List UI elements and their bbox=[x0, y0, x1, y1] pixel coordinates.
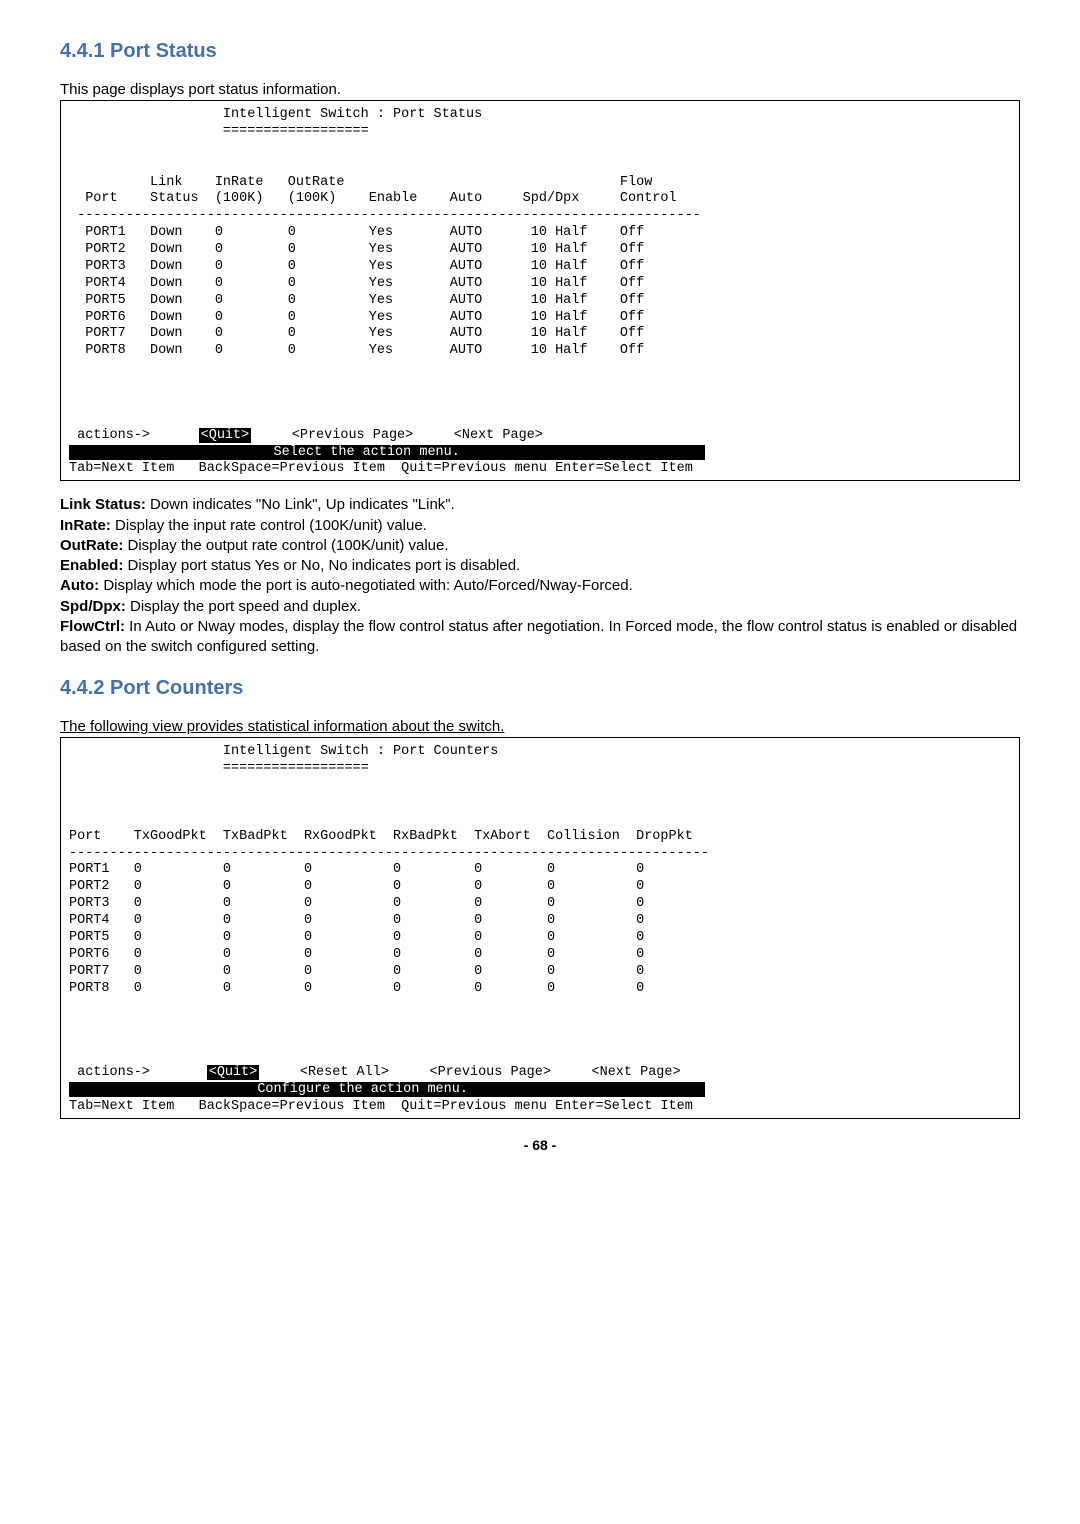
term-row: PORT5 Down 0 0 Yes AUTO 10 Half Off bbox=[69, 293, 644, 308]
desc-text: Display the input rate control (100K/uni… bbox=[111, 517, 427, 534]
term-footer: Tab=Next Item BackSpace=Previous Item Qu… bbox=[69, 461, 693, 476]
term-hline: ----------------------------------------… bbox=[69, 208, 701, 223]
term-header2: Port Status (100K) (100K) Enable Auto Sp… bbox=[69, 191, 677, 206]
term-row: PORT8 Down 0 0 Yes AUTO 10 Half Off bbox=[69, 343, 644, 358]
term-row: PORT4 Down 0 0 Yes AUTO 10 Half Off bbox=[69, 276, 644, 291]
term-footer: Tab=Next Item BackSpace=Previous Item Qu… bbox=[69, 1099, 693, 1114]
action-bar: Select the action menu. bbox=[69, 445, 705, 460]
page-number: - 68 - bbox=[60, 1137, 1020, 1153]
term-row: PORT7 Down 0 0 Yes AUTO 10 Half Off bbox=[69, 326, 644, 341]
desc-label: Spd/Dpx: bbox=[60, 598, 126, 615]
term-row: PORT6 0 0 0 0 0 0 0 bbox=[69, 947, 644, 962]
term-row: PORT3 Down 0 0 Yes AUTO 10 Half Off bbox=[69, 259, 644, 274]
section-heading: 4.4.2 Port Counters bbox=[60, 677, 1020, 700]
desc-text: Display which mode the port is auto-nego… bbox=[99, 577, 633, 594]
term-row: PORT6 Down 0 0 Yes AUTO 10 Half Off bbox=[69, 310, 644, 325]
desc-label: FlowCtrl: bbox=[60, 618, 125, 635]
term-row: PORT5 0 0 0 0 0 0 0 bbox=[69, 930, 644, 945]
actions-suffix: <Previous Page> <Next Page> bbox=[251, 428, 543, 443]
term-title-rule: ================== bbox=[69, 124, 369, 139]
term-title-rule: ================== bbox=[69, 761, 369, 776]
term-row: PORT2 Down 0 0 Yes AUTO 10 Half Off bbox=[69, 242, 644, 257]
term-row: PORT4 0 0 0 0 0 0 0 bbox=[69, 913, 644, 928]
term-row: PORT1 Down 0 0 Yes AUTO 10 Half Off bbox=[69, 225, 644, 240]
term-row: PORT2 0 0 0 0 0 0 0 bbox=[69, 879, 644, 894]
desc-label: InRate: bbox=[60, 517, 111, 534]
term-row: PORT1 0 0 0 0 0 0 0 bbox=[69, 862, 644, 877]
section-intro: This page displays port status informati… bbox=[60, 81, 1020, 98]
desc-text: Display the port speed and duplex. bbox=[126, 598, 361, 615]
port-status-terminal: Intelligent Switch : Port Status =======… bbox=[60, 100, 1020, 481]
section-intro: The following view provides statistical … bbox=[60, 718, 1020, 735]
term-row: PORT7 0 0 0 0 0 0 0 bbox=[69, 964, 644, 979]
term-row: PORT3 0 0 0 0 0 0 0 bbox=[69, 896, 644, 911]
desc-text: Down indicates "No Link", Up indicates "… bbox=[146, 496, 455, 513]
desc-text: Display port status Yes or No, No indica… bbox=[123, 557, 520, 574]
port-status-descriptions: Link Status: Down indicates "No Link", U… bbox=[60, 495, 1020, 657]
port-counters-terminal: Intelligent Switch : Port Counters =====… bbox=[60, 737, 1020, 1118]
quit-action[interactable]: <Quit> bbox=[207, 1065, 260, 1080]
desc-label: Link Status: bbox=[60, 496, 146, 513]
desc-label: Enabled: bbox=[60, 557, 123, 574]
term-header1: Link InRate OutRate Flow bbox=[69, 175, 652, 190]
quit-action[interactable]: <Quit> bbox=[199, 428, 252, 443]
actions-suffix: <Reset All> <Previous Page> <Next Page> bbox=[259, 1065, 680, 1080]
section-heading: 4.4.1 Port Status bbox=[60, 40, 1020, 63]
desc-text: Display the output rate control (100K/un… bbox=[123, 537, 448, 554]
desc-label: OutRate: bbox=[60, 537, 123, 554]
term-title: Intelligent Switch : Port Status bbox=[69, 107, 482, 122]
term-hline: ----------------------------------------… bbox=[69, 846, 709, 861]
actions-prefix: actions-> bbox=[69, 428, 199, 443]
desc-text: In Auto or Nway modes, display the flow … bbox=[60, 618, 1017, 655]
action-bar: Configure the action menu. bbox=[69, 1082, 705, 1097]
desc-label: Auto: bbox=[60, 577, 99, 594]
actions-prefix: actions-> bbox=[69, 1065, 207, 1080]
term-title: Intelligent Switch : Port Counters bbox=[69, 744, 498, 759]
term-row: PORT8 0 0 0 0 0 0 0 bbox=[69, 981, 644, 996]
term-header: Port TxGoodPkt TxBadPkt RxGoodPkt RxBadP… bbox=[69, 829, 693, 844]
